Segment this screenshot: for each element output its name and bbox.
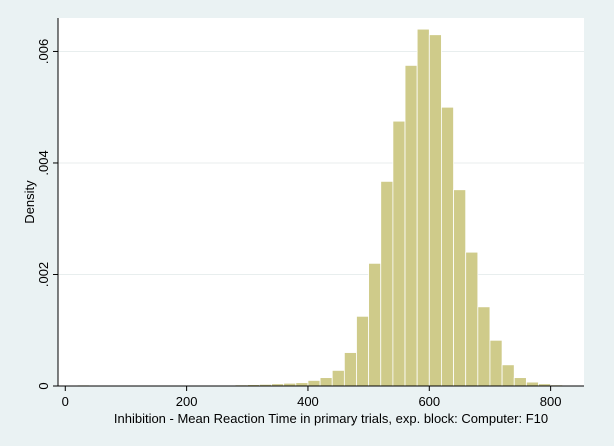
histogram-bar [295,382,309,387]
x-tick-label: 800 [540,394,562,409]
y-tick-label: .006 [36,39,51,64]
axes [53,18,584,391]
histogram-bar [356,315,370,387]
histogram-bar [404,64,418,387]
tick-labels: 0 .002 .004 .006 0 200 400 600 800 [36,39,561,409]
histogram-bar [453,189,467,387]
x-tick-label: 600 [418,394,440,409]
x-tick-label: 200 [176,394,198,409]
gridlines [58,50,584,275]
plot-area [58,18,584,386]
histogram-bar [331,369,345,387]
x-tick-label: 0 [62,394,69,409]
histogram-bar [489,339,503,387]
histogram-bar [525,381,539,387]
histogram-bar [380,180,394,387]
y-tick-label: .004 [36,150,51,175]
histogram-bar [368,262,382,387]
histogram-bar [392,120,406,387]
x-tick-label: 400 [297,394,319,409]
histogram-bar [501,364,515,387]
y-tick-label: 0 [36,382,51,389]
histogram-bar [477,306,491,387]
histogram-bar [343,352,357,387]
histogram-bar [319,377,333,387]
histogram-bar [441,106,454,387]
y-tick-label: .002 [36,262,51,287]
x-axis-label: Inhibition - Mean Reaction Time in prima… [114,411,548,426]
histogram-bar [465,251,479,387]
histogram-bars [64,28,576,387]
histogram-bar [513,377,527,387]
histogram-bar [428,34,442,387]
histogram-bar [307,380,321,387]
histogram-bar [416,28,430,387]
y-axis-label: Density [22,180,37,224]
